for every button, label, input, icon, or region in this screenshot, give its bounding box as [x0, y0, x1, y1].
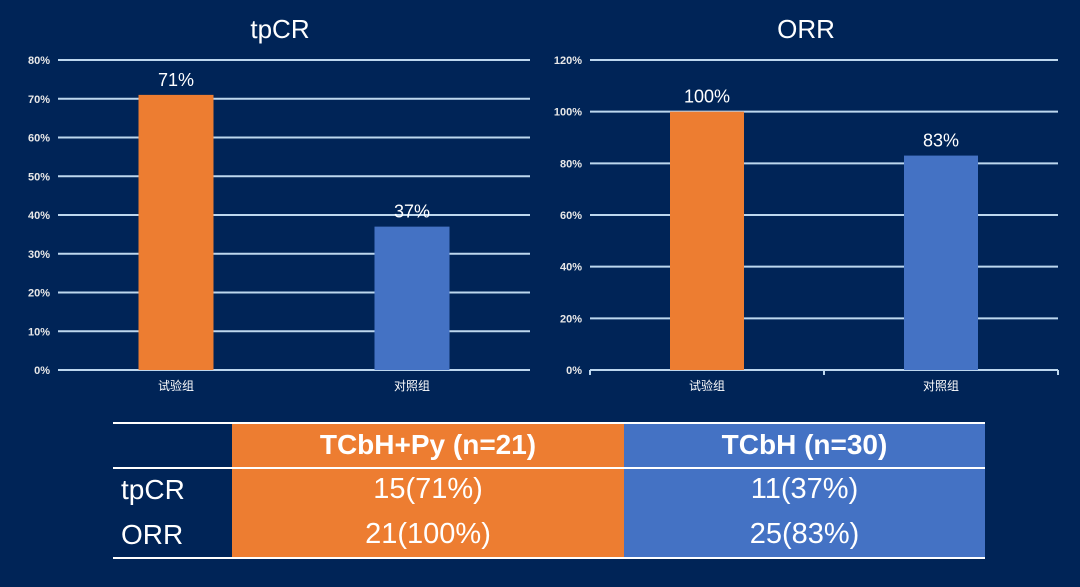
table-rule — [113, 557, 985, 559]
x-tick-label: 对照组 — [394, 379, 430, 393]
y-tick-label: 10% — [28, 326, 50, 338]
y-tick-label: 0% — [566, 365, 582, 377]
y-tick-label: 50% — [28, 171, 50, 183]
y-tick-label: 100% — [554, 107, 582, 119]
bar-treatment — [138, 94, 214, 370]
x-tick-label: 试验组 — [158, 378, 194, 393]
data-label: 100% — [684, 87, 730, 107]
y-tick-label: 120% — [554, 55, 582, 67]
y-tick-label: 70% — [28, 94, 50, 106]
y-tick-label: 80% — [560, 158, 582, 170]
y-tick-label: 20% — [560, 313, 582, 325]
y-tick-label: 0% — [34, 365, 50, 377]
bar-control — [904, 155, 978, 370]
data-label: 37% — [394, 202, 430, 222]
table-cell: 11(37%) — [624, 467, 985, 512]
bar-control — [374, 226, 450, 370]
table-header-row: TCbH+Py (n=21) TCbH (n=30) — [113, 422, 985, 467]
data-label: 71% — [158, 70, 194, 90]
y-tick-label: 60% — [28, 133, 50, 145]
chart-title: tpCR — [250, 14, 309, 44]
x-tick-label: 对照组 — [923, 379, 959, 393]
bar-treatment — [670, 111, 744, 371]
table-cell: 21(100%) — [232, 512, 624, 557]
table-rule — [113, 422, 985, 424]
y-tick-label: 30% — [28, 249, 50, 261]
y-tick-label: 80% — [28, 55, 50, 67]
y-tick-label: 40% — [560, 262, 582, 274]
table-row: ORR 21(100%) 25(83%) — [113, 512, 985, 557]
table-rule — [113, 467, 985, 469]
data-label: 83% — [923, 131, 959, 151]
y-tick-label: 40% — [28, 210, 50, 222]
y-tick-label: 20% — [28, 288, 50, 300]
chart-title: ORR — [777, 14, 835, 44]
table-row: tpCR 15(71%) 11(37%) — [113, 467, 985, 512]
header-cell: TCbH+Py (n=21) — [232, 422, 624, 467]
table-cell: 25(83%) — [624, 512, 985, 557]
x-tick-label: 试验组 — [689, 378, 725, 393]
table-cell: 15(71%) — [232, 467, 624, 512]
header-cell: TCbH (n=30) — [624, 422, 985, 467]
results-table: TCbH+Py (n=21) TCbH (n=30) tpCR 15(71%) … — [113, 422, 985, 559]
row-label: tpCR — [121, 473, 185, 505]
row-label: ORR — [121, 518, 184, 550]
y-tick-label: 60% — [560, 210, 582, 222]
